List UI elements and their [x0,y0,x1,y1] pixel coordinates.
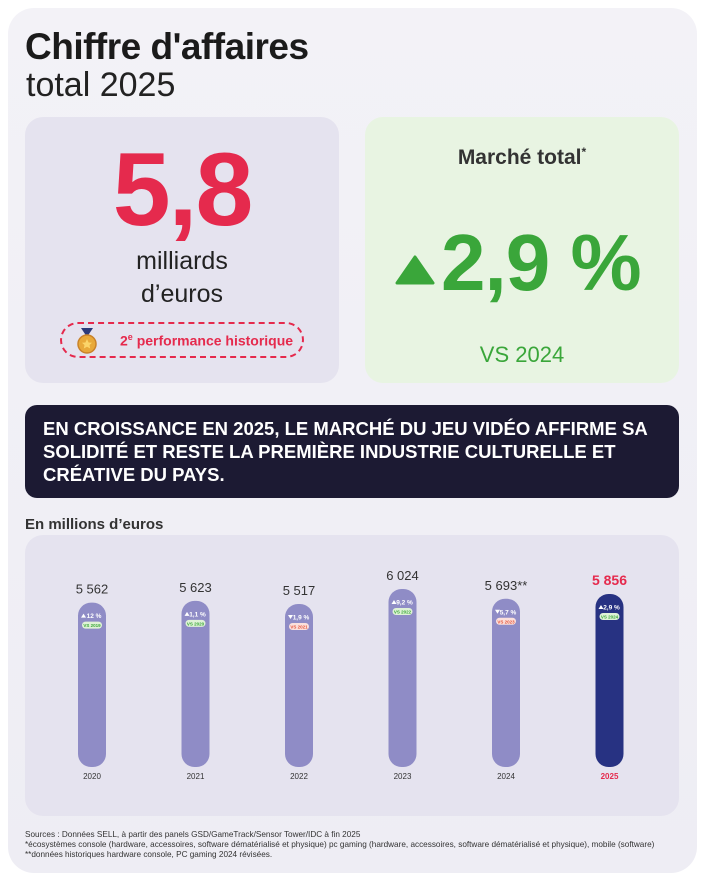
value-label: 5 562 [76,582,109,597]
revenue-value: 5,8 [112,132,254,248]
change-label: 9,2 % [396,600,413,607]
change-arrow [391,600,397,604]
medal-icon [77,328,97,354]
chart-subtitle: En millions d’euros [25,516,164,533]
badge-rank: 2 [120,332,128,349]
chart-panel [25,535,679,816]
change-arrow [495,609,500,614]
change-vs-pill [599,612,620,620]
value-label: 5 517 [283,583,316,598]
change-label: 2,9 % [603,604,620,611]
bar [78,602,106,767]
market-comparison: VS 2024 [479,342,565,367]
subtitle: total 2025 [26,66,176,104]
change-vs-pill [289,622,309,630]
x-tick-label: 2022 [290,772,308,781]
change-vs: VS 2021 [290,624,308,629]
market-change: 2,9 % [441,218,642,307]
change-vs: VS 2020 [187,621,205,626]
change-label: 1,9 % [293,614,310,621]
change-vs: VS 2019 [83,623,101,628]
x-tick-label: 2020 [83,772,101,781]
x-tick-label: 2021 [187,772,205,781]
change-label: 1,1 % [189,611,206,618]
change-vs: VS 2024 [601,614,619,619]
change-vs-pill [82,621,102,629]
value-label: 5 856 [592,572,627,588]
badge-text: 2e performance historique [120,332,293,349]
x-tick-label: 2023 [394,772,412,781]
bar [388,589,417,767]
value-label: 5 623 [179,580,212,595]
footnote: Sources : Données SELL, à partir des pan… [25,830,361,839]
badge-label: performance historique [136,332,294,349]
up-arrow [395,255,435,285]
change-arrow [184,611,190,616]
market-title-note: * [581,145,587,159]
footnote: **données historiques hardware console, … [25,850,273,859]
footnote: *écosystèmes console (hardware, accessoi… [25,840,655,849]
revenue-card: 5,8 milliards d’euros 2e performance his… [25,117,339,383]
rank-badge: 2e performance historique [60,322,304,358]
change-arrow [598,604,604,609]
change-vs-pill [392,608,413,615]
change-vs-pill [185,619,206,627]
revenue-unit: d’euros [141,280,223,308]
change-vs-pill [496,617,516,625]
change-arrow [288,614,293,619]
market-title-text: Marché total [457,146,582,169]
badge-rank-suffix: e [127,332,133,342]
title: Chiffre d'affaires [25,26,309,67]
bar [595,593,624,767]
change-label: 12 % [87,613,102,620]
revenue-unit: milliards [136,247,228,275]
change-arrow [81,613,86,618]
bar [285,603,313,767]
market-card: Marché total* 2,9 % VS 2024 [365,117,679,383]
value-label: 5 693** [485,578,528,593]
change-label: 5,7 % [500,609,517,616]
banner: EN CROISSANCE EN 2025, LE MARCHÉ DU JEU … [25,405,679,498]
bar [492,598,520,767]
value-label: 6 024 [386,568,419,583]
bar [181,600,210,767]
change-vs: VS 2023 [497,619,515,624]
market-title: Marché total* [365,145,679,170]
change-vs: VS 2022 [394,610,412,615]
x-tick-label: 2025 [601,772,619,781]
x-tick-label: 2024 [497,772,515,781]
